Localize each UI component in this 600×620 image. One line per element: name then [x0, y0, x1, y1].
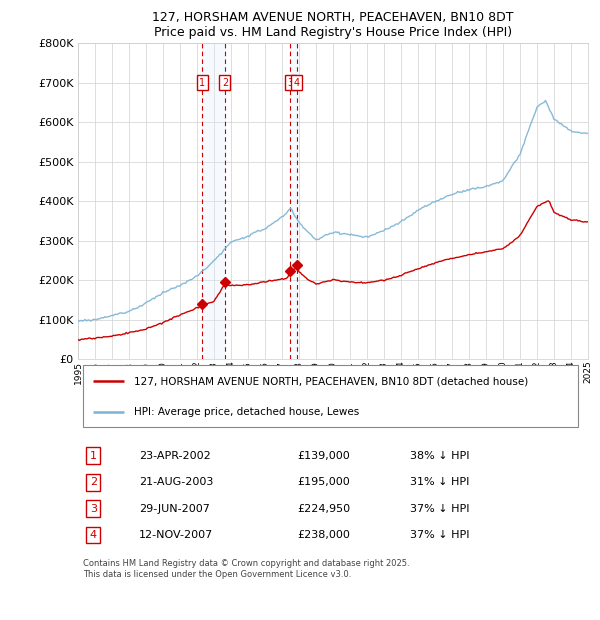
Text: 3: 3: [287, 78, 293, 88]
Bar: [290, 43, 297, 360]
Bar: [202, 43, 225, 360]
Text: 1: 1: [199, 78, 205, 88]
FancyBboxPatch shape: [83, 365, 578, 427]
Text: HPI: Average price, detached house, Lewes: HPI: Average price, detached house, Lewe…: [134, 407, 359, 417]
Text: 21-AUG-2003: 21-AUG-2003: [139, 477, 214, 487]
Title: 127, HORSHAM AVENUE NORTH, PEACEHAVEN, BN10 8DT
Price paid vs. HM Land Registry': 127, HORSHAM AVENUE NORTH, PEACEHAVEN, B…: [152, 11, 514, 40]
Text: 23-APR-2002: 23-APR-2002: [139, 451, 211, 461]
Text: 12-NOV-2007: 12-NOV-2007: [139, 530, 214, 540]
Text: 4: 4: [90, 530, 97, 540]
Text: 3: 3: [90, 503, 97, 513]
Text: 1: 1: [90, 451, 97, 461]
Text: 4: 4: [294, 78, 300, 88]
Text: 37% ↓ HPI: 37% ↓ HPI: [409, 530, 469, 540]
Text: £224,950: £224,950: [297, 503, 350, 513]
Text: £195,000: £195,000: [297, 477, 350, 487]
Text: 31% ↓ HPI: 31% ↓ HPI: [409, 477, 469, 487]
Text: 2: 2: [90, 477, 97, 487]
Text: 37% ↓ HPI: 37% ↓ HPI: [409, 503, 469, 513]
Text: £139,000: £139,000: [297, 451, 350, 461]
Text: 38% ↓ HPI: 38% ↓ HPI: [409, 451, 469, 461]
Text: 29-JUN-2007: 29-JUN-2007: [139, 503, 210, 513]
Text: 2: 2: [222, 78, 228, 88]
Text: Contains HM Land Registry data © Crown copyright and database right 2025.
This d: Contains HM Land Registry data © Crown c…: [83, 559, 410, 578]
Text: 127, HORSHAM AVENUE NORTH, PEACEHAVEN, BN10 8DT (detached house): 127, HORSHAM AVENUE NORTH, PEACEHAVEN, B…: [134, 376, 529, 386]
Text: £238,000: £238,000: [297, 530, 350, 540]
